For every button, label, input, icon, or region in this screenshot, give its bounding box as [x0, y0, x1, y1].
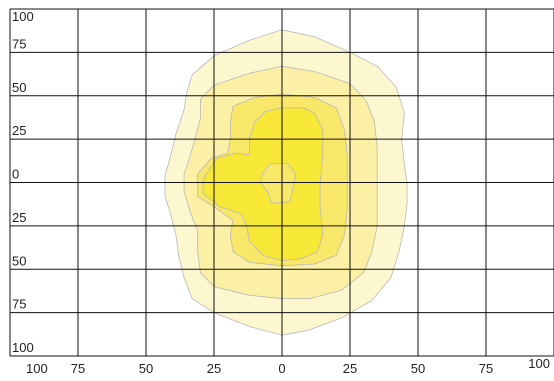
x-tick-label-1: 75 — [71, 361, 85, 376]
y-tick-label-8: 100 — [12, 340, 34, 355]
contour-layer — [164, 29, 408, 336]
contour-level-3-4 — [259, 163, 296, 204]
tick-labels: 100 75 50 25 0 25 50 75 100 100 75 50 25 0 25 50 75 100 — [12, 9, 550, 376]
x-tick-label-5: 25 — [343, 361, 357, 376]
x-tick-label-8: 100 — [528, 356, 550, 371]
y-tick-label-1: 75 — [12, 36, 26, 51]
y-tick-label-6: 50 — [12, 253, 26, 268]
y-tick-label-2: 50 — [12, 80, 26, 95]
x-tick-label-4: 0 — [278, 361, 285, 376]
grid-layer — [9, 8, 554, 357]
x-tick-label-7: 75 — [479, 361, 493, 376]
y-tick-label-4: 0 — [12, 167, 19, 182]
y-tick-label-3: 25 — [12, 123, 26, 138]
y-tick-label-7: 75 — [12, 297, 26, 312]
x-tick-label-6: 50 — [411, 361, 425, 376]
x-tick-label-0: 100 — [26, 361, 48, 376]
x-tick-label-3: 25 — [207, 361, 221, 376]
x-tick-label-2: 50 — [139, 361, 153, 376]
y-tick-label-5: 25 — [12, 210, 26, 225]
y-tick-label-0: 100 — [12, 9, 34, 24]
